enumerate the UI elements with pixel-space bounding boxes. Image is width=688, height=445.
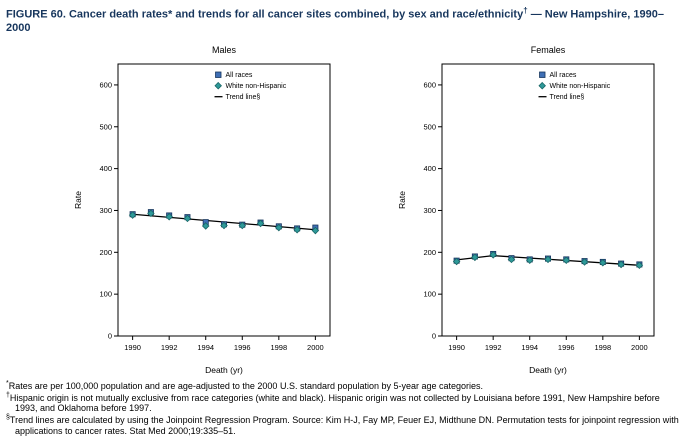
charts-row: Males 0 100 200 300 400 500 600 1990 1992 1994 1996… <box>68 38 680 378</box>
males-chart: Males 0 100 200 300 400 500 600 1990 1992 1994 1996… <box>73 45 331 375</box>
svg-text:600: 600 <box>423 81 436 90</box>
svg-text:Rate: Rate <box>73 191 83 209</box>
svg-text:Trend line§: Trend line§ <box>550 94 585 101</box>
svg-text:100: 100 <box>423 290 436 299</box>
svg-text:400: 400 <box>99 164 112 173</box>
svg-text:1990: 1990 <box>124 343 141 352</box>
footnote-hispanic-origin: †Hispanic origin is not mutually exclusi… <box>6 392 680 414</box>
svg-text:1994: 1994 <box>521 343 538 352</box>
svg-text:All races: All races <box>550 72 577 79</box>
figure-title-dagger: † <box>523 6 528 15</box>
footnote-hispanic-text: Hispanic origin is not mutually exclusiv… <box>9 392 660 414</box>
svg-text:White non-Hispanic: White non-Hispanic <box>550 83 611 90</box>
svg-text:Females: Females <box>531 45 566 55</box>
svg-text:400: 400 <box>423 164 436 173</box>
svg-text:1998: 1998 <box>270 343 287 352</box>
figure-title-suffix: — New Hampshire, 1990–2000 <box>6 8 664 35</box>
svg-text:2000: 2000 <box>631 343 648 352</box>
footnote-rates-marker: * <box>6 380 9 388</box>
svg-text:2000: 2000 <box>307 343 324 352</box>
svg-text:1998: 1998 <box>594 343 611 352</box>
figure-page: FIGURE 60. Cancer death rates* and trend… <box>6 6 680 436</box>
svg-text:1992: 1992 <box>161 343 178 352</box>
footnote-trend-marker: § <box>6 413 10 421</box>
footnotes: *Rates are per 100,000 population and ar… <box>6 380 680 436</box>
svg-text:1994: 1994 <box>197 343 214 352</box>
svg-text:100: 100 <box>99 290 112 299</box>
svg-text:1996: 1996 <box>234 343 251 352</box>
svg-text:0: 0 <box>432 332 436 341</box>
svg-text:0: 0 <box>108 332 112 341</box>
chart-panel-females: Females 0 100 200 300 400 500 600 1990 1992 1994 19… <box>392 38 664 378</box>
svg-text:Rate: Rate <box>397 191 407 209</box>
svg-text:Trend line§: Trend line§ <box>226 94 261 101</box>
svg-text:300: 300 <box>423 206 436 215</box>
footnote-trend-lines: §Trend lines are calculated by using the… <box>6 414 680 436</box>
svg-text:1996: 1996 <box>558 343 575 352</box>
svg-text:1990: 1990 <box>448 343 465 352</box>
figure-title: FIGURE 60. Cancer death rates* and trend… <box>6 6 680 36</box>
svg-text:600: 600 <box>99 81 112 90</box>
footnote-hispanic-marker: † <box>6 391 10 399</box>
svg-text:200: 200 <box>423 248 436 257</box>
svg-text:White non-Hispanic: White non-Hispanic <box>226 83 287 90</box>
svg-text:Males: Males <box>212 45 237 55</box>
chart-panel-males: Males 0 100 200 300 400 500 600 1990 1992 1994 1996… <box>68 38 340 378</box>
footnote-rates: *Rates are per 100,000 population and ar… <box>6 380 680 392</box>
svg-text:500: 500 <box>99 122 112 131</box>
svg-text:1992: 1992 <box>485 343 502 352</box>
svg-text:300: 300 <box>99 206 112 215</box>
svg-text:200: 200 <box>99 248 112 257</box>
svg-text:Death (yr): Death (yr) <box>529 365 567 375</box>
svg-text:All races: All races <box>226 72 253 79</box>
footnote-rates-text: Rates are per 100,000 population and are… <box>8 381 484 392</box>
females-chart: Females 0 100 200 300 400 500 600 1990 1992 1994 19… <box>397 45 655 375</box>
footnote-trend-text: Trend lines are calculated by using the … <box>9 414 679 436</box>
svg-text:Death (yr): Death (yr) <box>205 365 243 375</box>
svg-text:500: 500 <box>423 122 436 131</box>
figure-title-text: FIGURE 60. Cancer death rates* and trend… <box>6 8 524 21</box>
